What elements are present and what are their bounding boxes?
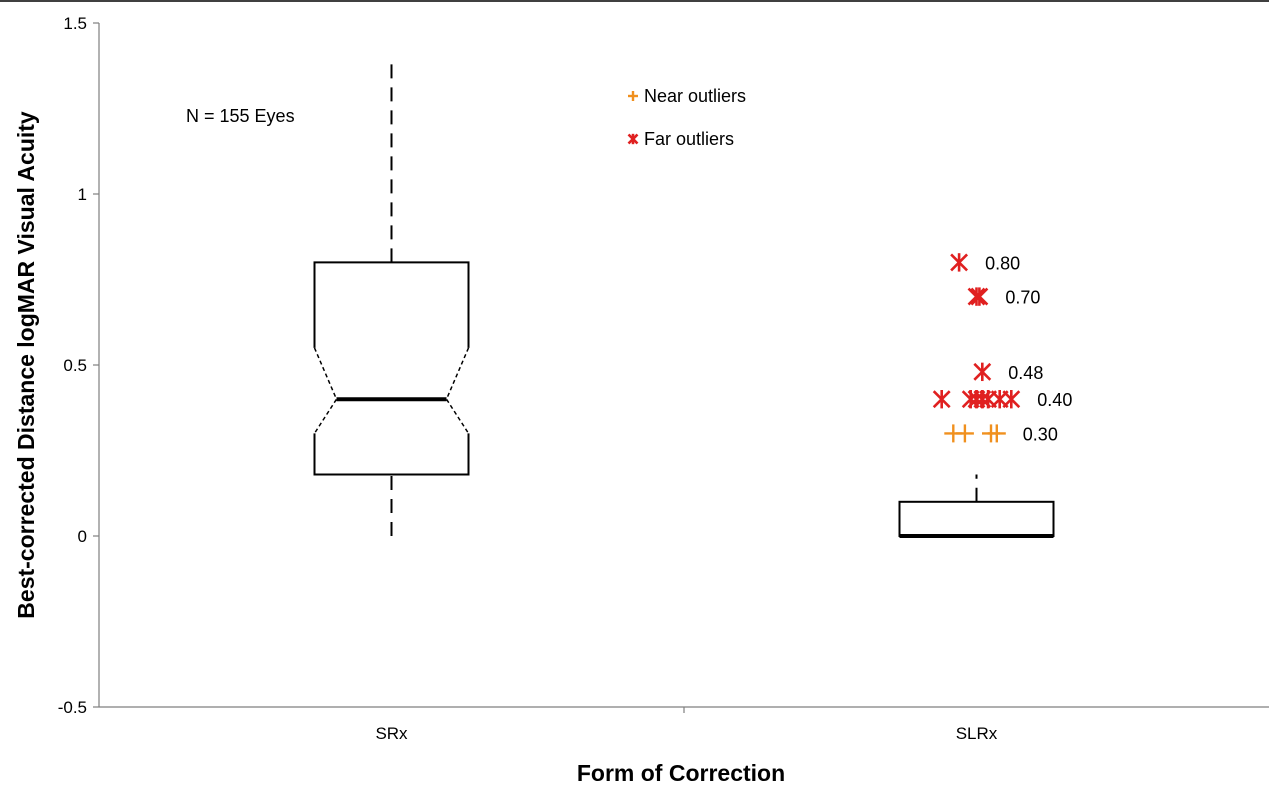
legend-label: Near outliers — [644, 86, 746, 106]
y-axis-title: Best-corrected Distance logMAR Visual Ac… — [13, 111, 39, 619]
x-axis-title: Form of Correction — [577, 760, 785, 785]
box-slrx — [898, 474, 1055, 538]
legend-star-icon — [627, 133, 639, 145]
far-outlier-point — [1002, 390, 1021, 409]
axes: -0.5 0 0.5 1 1.5 SRx SLRx — [58, 14, 1269, 743]
box-rect — [898, 500, 1055, 537]
outlier-value-label: 0.70 — [1005, 288, 1040, 308]
sample-size-annotation: N = 155 Eyes — [186, 106, 295, 126]
legend-item: Far outliers — [627, 129, 734, 149]
outliers — [932, 253, 1021, 443]
outlier-labels: 0.80 0.70 0.48 0.40 0.30 — [985, 253, 1072, 444]
x-tick-label: SLRx — [956, 724, 998, 743]
boxes — [313, 57, 1055, 538]
far-outlier-point — [950, 253, 969, 272]
outlier-value-label: 0.48 — [1008, 363, 1043, 383]
y-tick-label: 1.5 — [63, 14, 87, 33]
y-tick-label: -0.5 — [58, 698, 87, 717]
box-lower-outline — [313, 433, 470, 476]
far-outlier-point — [967, 287, 986, 306]
notch-right — [445, 347, 470, 434]
far-outlier-point — [932, 390, 951, 409]
legend-item: Near outliers — [628, 86, 746, 106]
x-tick-label: SRx — [375, 724, 408, 743]
y-tick-label: 0.5 — [63, 356, 87, 375]
outlier-value-label: 0.80 — [985, 253, 1020, 273]
notch-left — [313, 347, 338, 434]
legend-plus-icon — [628, 91, 638, 101]
near-outlier-point — [955, 424, 974, 443]
box-upper-outline — [313, 261, 470, 348]
box-srx — [313, 57, 470, 536]
legend-label: Far outliers — [644, 129, 734, 149]
y-tick-label: 0 — [78, 527, 87, 546]
far-outlier-point — [970, 287, 989, 306]
outlier-value-label: 0.30 — [1023, 424, 1058, 444]
near-outlier-point — [987, 424, 1006, 443]
legend: Near outliers Far outliers — [627, 86, 746, 149]
y-tick-label: 1 — [78, 185, 87, 204]
far-outlier-point — [973, 362, 992, 382]
outlier-value-label: 0.40 — [1037, 390, 1072, 410]
